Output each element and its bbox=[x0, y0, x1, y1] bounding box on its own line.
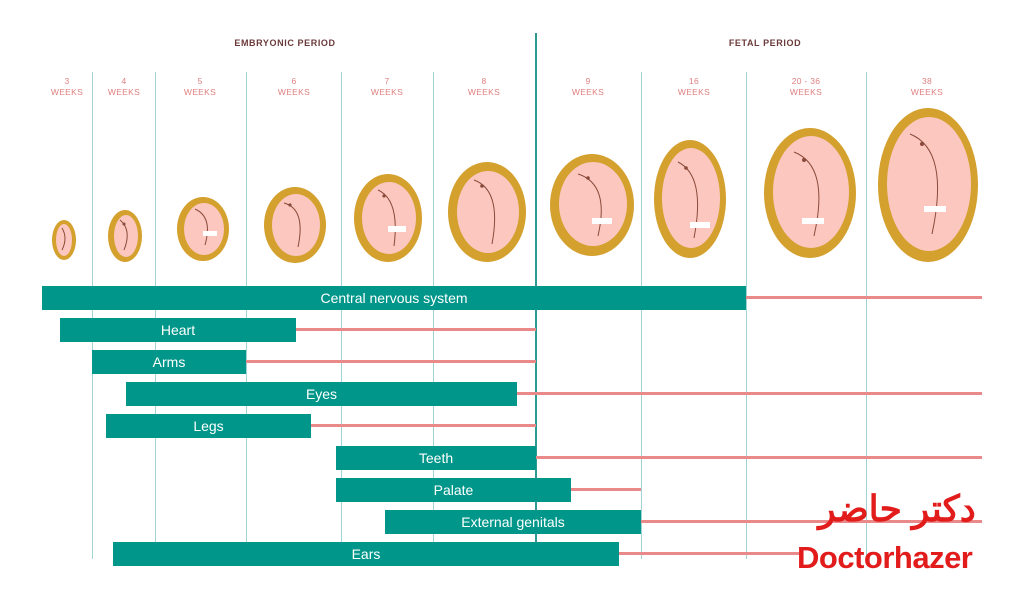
column-divider bbox=[746, 72, 747, 559]
cns-bar: Central nervous system bbox=[42, 286, 746, 310]
fetus-week-9-illustration bbox=[550, 154, 634, 256]
brand-persian-text: دکتر حاضر bbox=[818, 488, 976, 529]
arms-less-sensitive-line bbox=[246, 360, 536, 363]
column-divider bbox=[155, 72, 156, 559]
column-divider bbox=[433, 72, 434, 559]
arms-bar: Arms bbox=[92, 350, 246, 374]
column-divider bbox=[92, 72, 93, 559]
eyes-bar: Eyes bbox=[126, 382, 517, 406]
embryo-week-5-illustration bbox=[177, 197, 229, 261]
heart-bar: Heart bbox=[60, 318, 296, 342]
week-label-4: 4 WEEKS bbox=[107, 76, 141, 97]
week-label-8: 8 WEEKS bbox=[467, 76, 501, 97]
fetus-week-16-illustration bbox=[654, 140, 726, 258]
legs-bar: Legs bbox=[106, 414, 311, 438]
teeth-less-sensitive-line bbox=[536, 456, 982, 459]
embryonic-period-label: EMBRYONIC PERIOD bbox=[234, 38, 336, 48]
fetus-week-38-illustration bbox=[878, 108, 978, 262]
embryo-week-8-illustration bbox=[448, 162, 526, 262]
embryo-week-4-illustration bbox=[108, 210, 142, 262]
week-label-6: 6 WEEKS bbox=[277, 76, 311, 97]
palate-less-sensitive-line bbox=[571, 488, 641, 491]
column-divider bbox=[341, 72, 342, 559]
eyes-less-sensitive-line bbox=[517, 392, 982, 395]
genitals-less-sensitive-line bbox=[641, 520, 982, 523]
week-label-3: 3 WEEKS bbox=[50, 76, 84, 97]
week-label-9: 9 WEEKS bbox=[571, 76, 605, 97]
embryo-week-6-illustration bbox=[264, 187, 326, 263]
column-divider bbox=[641, 72, 642, 559]
ears-less-sensitive-line bbox=[619, 552, 799, 555]
week-label-20-36: 20 - 36 WEEKS bbox=[789, 76, 823, 97]
heart-less-sensitive-line bbox=[296, 328, 536, 331]
column-divider bbox=[246, 72, 247, 559]
week-label-16: 16 WEEKS bbox=[677, 76, 711, 97]
palate-bar: Palate bbox=[336, 478, 571, 502]
week-label-5: 5 WEEKS bbox=[183, 76, 217, 97]
embryo-week-7-illustration bbox=[354, 174, 422, 262]
column-divider bbox=[866, 72, 867, 559]
ears-bar: Ears bbox=[113, 542, 619, 566]
week-label-38: 38 WEEKS bbox=[910, 76, 944, 97]
week-label-7: 7 WEEKS bbox=[370, 76, 404, 97]
fetal-period-label: FETAL PERIOD bbox=[728, 38, 802, 48]
embryo-week-3-illustration bbox=[52, 220, 76, 260]
external-genitals-bar: External genitals bbox=[385, 510, 641, 534]
brand-latin-text: Doctorhazer bbox=[797, 540, 973, 575]
fetus-week-20-36-illustration bbox=[764, 128, 856, 258]
legs-less-sensitive-line bbox=[311, 424, 536, 427]
teeth-bar: Teeth bbox=[336, 446, 536, 470]
cns-less-sensitive-line bbox=[746, 296, 982, 299]
